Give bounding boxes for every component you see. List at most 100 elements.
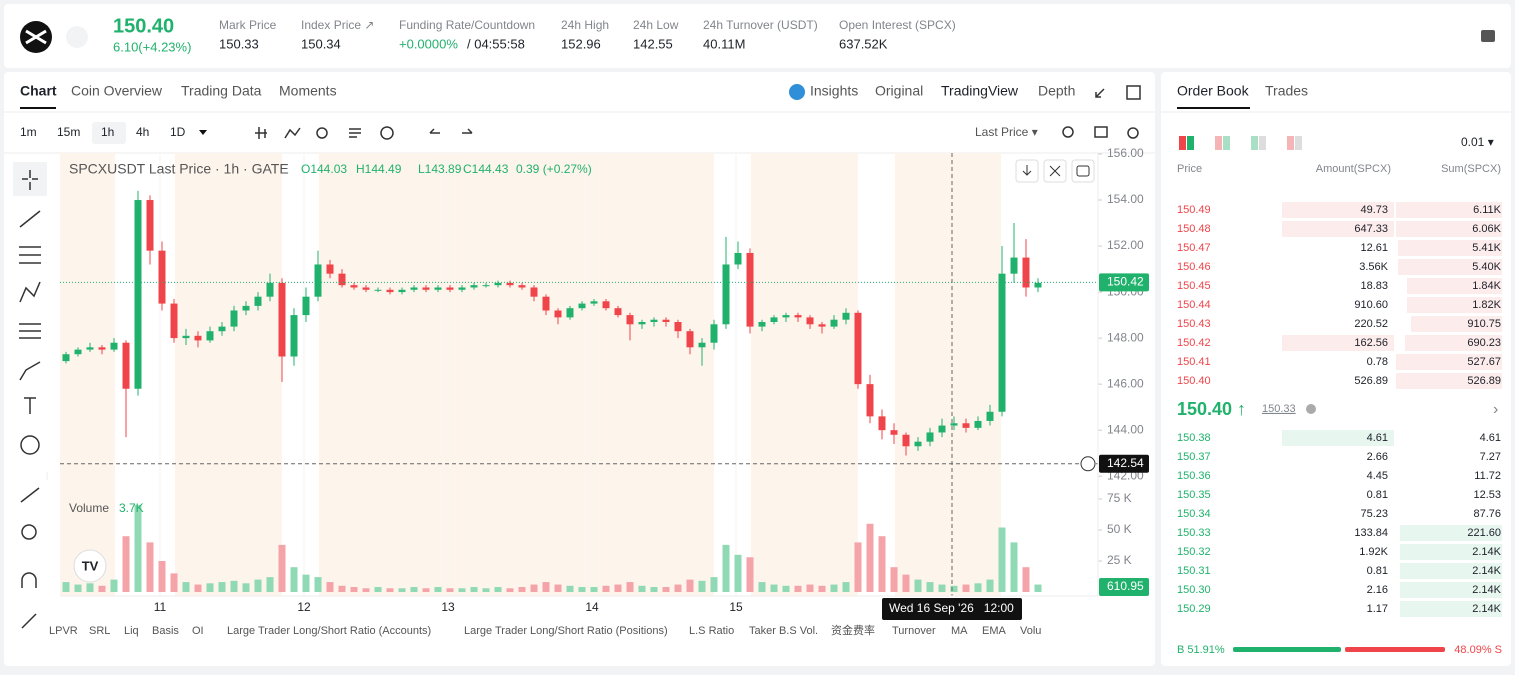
chart-tab[interactable]: Chart — [20, 83, 57, 99]
candle-body — [146, 200, 154, 251]
book-cell: 3.56K — [1359, 261, 1388, 273]
y-tick-label: 144.00 — [1107, 422, 1144, 436]
candle-body — [206, 331, 214, 341]
volume-bar — [518, 587, 526, 592]
chart-buttons[interactable] — [1015, 159, 1095, 183]
volume-bar — [122, 536, 130, 592]
volume-bar — [686, 579, 694, 592]
book-cell: 150.41 — [1177, 356, 1211, 368]
precision[interactable]: 0.01 ▾ — [1461, 135, 1494, 149]
candle-body — [566, 308, 574, 318]
book-cell: 18.83 — [1360, 280, 1388, 292]
interval[interactable]: 4h — [136, 125, 149, 139]
volume-bar — [482, 588, 490, 592]
candle-body — [722, 264, 730, 325]
candle-body — [938, 425, 946, 433]
volume-bar — [542, 582, 550, 592]
view-tab[interactable]: Depth — [1038, 83, 1075, 99]
book-cell: 150.48 — [1177, 223, 1211, 235]
ohlc: O144.03 — [301, 162, 347, 176]
tv-logo — [73, 549, 107, 583]
book-cell: 12.53 — [1473, 489, 1501, 501]
price-source[interactable]: Last Price ▾ — [975, 125, 1038, 139]
indicator-tab[interactable]: Basis — [152, 625, 179, 637]
candle-body — [98, 347, 106, 350]
indicator-tab[interactable]: Turnover — [892, 625, 936, 637]
candle-body — [482, 285, 490, 287]
volume-bar — [578, 587, 586, 592]
depth-bars — [1282, 202, 1502, 617]
candle-body — [242, 305, 250, 311]
candle-body — [734, 252, 742, 265]
candle-body — [218, 326, 226, 332]
book-cell: 150.45 — [1177, 280, 1211, 292]
volume-bar — [86, 583, 94, 592]
volume-bar — [746, 557, 754, 592]
volume-bar — [914, 579, 922, 592]
interval[interactable]: 1D — [170, 125, 186, 139]
indicator-tab[interactable]: LPVR — [49, 625, 78, 637]
ohlc: H144.49 — [356, 162, 402, 176]
indicator-tab[interactable]: MA — [951, 625, 968, 637]
indicator-tab[interactable]: Taker B.S Vol. — [749, 625, 818, 637]
indicator-tab[interactable]: L.S Ratio — [689, 625, 734, 637]
volume-bar — [902, 574, 910, 592]
price-change: 6.10(+4.23%) — [113, 39, 191, 54]
x-tick-label: 14 — [585, 600, 599, 614]
volume-bar — [398, 588, 406, 592]
interval[interactable]: 1m — [20, 125, 37, 139]
volume-bar — [866, 523, 874, 592]
candle-body — [698, 342, 706, 348]
volume-bar — [314, 577, 322, 592]
view-tab[interactable]: Insights — [810, 83, 858, 99]
favorite[interactable] — [66, 26, 88, 48]
candle-body — [134, 200, 142, 389]
volume-bar — [350, 587, 358, 592]
stat-label: Open Interest (SPCX) — [839, 18, 956, 32]
book-tab[interactable]: Trades — [1265, 83, 1308, 99]
book-cell: 526.89 — [1354, 375, 1388, 387]
book-cell: 0.81 — [1367, 565, 1388, 577]
volume-bar — [806, 584, 814, 592]
chart-tab[interactable]: Moments — [279, 83, 337, 99]
book-cell: 0.81 — [1367, 489, 1388, 501]
indicator-tab[interactable]: Liq — [124, 625, 139, 637]
stat-value: 40.11M — [703, 36, 745, 51]
last-price-label: 150.42 — [1107, 275, 1144, 289]
view-tab[interactable]: Original — [875, 83, 923, 99]
indicator-tab[interactable]: EMA — [982, 625, 1007, 637]
settings-icon[interactable] — [1481, 30, 1495, 42]
book-cell: 75.23 — [1360, 508, 1388, 520]
active-interval — [92, 122, 126, 144]
book-cell: 150.32 — [1177, 546, 1211, 558]
mid-price: 150.40 ↑ — [1177, 399, 1246, 419]
candle-body — [518, 285, 526, 288]
book-cell: 150.44 — [1177, 299, 1211, 311]
indicator-tab[interactable]: 资金费率 — [831, 623, 875, 637]
candle-body — [122, 342, 130, 389]
interval[interactable]: 15m — [57, 125, 80, 139]
view-tab[interactable]: TradingView — [941, 83, 1019, 99]
candle-body — [386, 289, 394, 293]
volume-bar — [1010, 542, 1018, 592]
x-tick-label: 12 — [297, 600, 311, 614]
indicator-tab[interactable]: Large Trader Long/Short Ratio (Positions… — [464, 625, 668, 637]
y-tick-label: 146.00 — [1107, 376, 1144, 390]
candle-body — [590, 301, 598, 304]
indicator-tab[interactable]: OI — [192, 625, 204, 637]
chart-tab[interactable]: Coin Overview — [71, 83, 163, 99]
indicator-tab[interactable]: SRL — [89, 625, 110, 637]
indicator-tab[interactable]: Large Trader Long/Short Ratio (Accounts) — [227, 625, 431, 637]
chart-tab[interactable]: Trading Data — [181, 83, 262, 99]
volume-bar — [470, 587, 478, 592]
book-tab[interactable]: Order Book — [1177, 83, 1250, 99]
add-alert[interactable] — [1080, 456, 1096, 472]
indicator-tab[interactable]: Volu — [1020, 625, 1041, 637]
book-cell: 2.66 — [1367, 451, 1388, 463]
book-view-icons[interactable] — [1179, 136, 1302, 150]
interval[interactable]: 1h — [101, 125, 114, 139]
tv-logo-text: TV — [82, 558, 99, 573]
candle-body — [626, 315, 634, 325]
expand-arrow[interactable]: › — [1493, 401, 1498, 418]
